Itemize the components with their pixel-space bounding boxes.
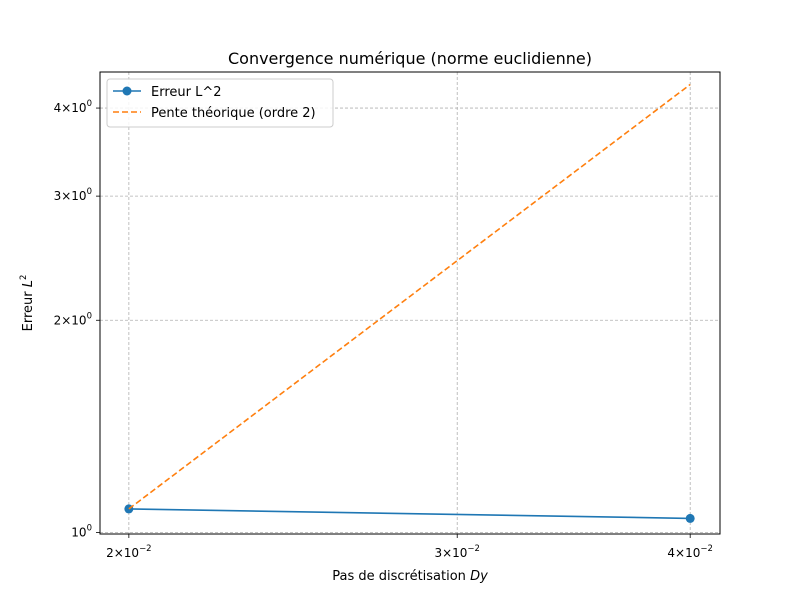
y-tick-label: 100	[71, 523, 92, 539]
grid	[100, 72, 720, 534]
x-tick-label: 3×10−2	[434, 544, 480, 560]
plot-series	[124, 83, 695, 523]
y-tick-label: 3×100	[54, 187, 92, 203]
axis-ticks: 2×10−2 3×10−2 4×10−2 100 2×100 3×100 4×100	[54, 99, 713, 560]
x-tick-label: 2×10−2	[106, 544, 152, 560]
x-axis-label: Pas de discrétisation Dy	[332, 569, 488, 584]
y-axis-label: Erreur L2	[19, 275, 36, 332]
legend-label-erreur: Erreur L^2	[151, 85, 222, 100]
legend-label-pente: Pente théorique (ordre 2)	[151, 106, 316, 121]
legend: Erreur L^2 Pente théorique (ordre 2)	[106, 78, 334, 128]
chart-title: Convergence numérique (norme euclidienne…	[228, 49, 592, 68]
legend-marker-erreur	[122, 86, 132, 96]
x-tick-label: 4×10−2	[667, 544, 713, 560]
plot-frame	[99, 71, 721, 535]
legend-box	[106, 78, 334, 128]
y-tick-label: 2×100	[54, 311, 92, 327]
series-line-0	[128, 508, 691, 520]
series-line-1	[128, 83, 691, 510]
y-tick-label: 4×100	[54, 99, 92, 115]
series-point-0	[685, 513, 695, 523]
